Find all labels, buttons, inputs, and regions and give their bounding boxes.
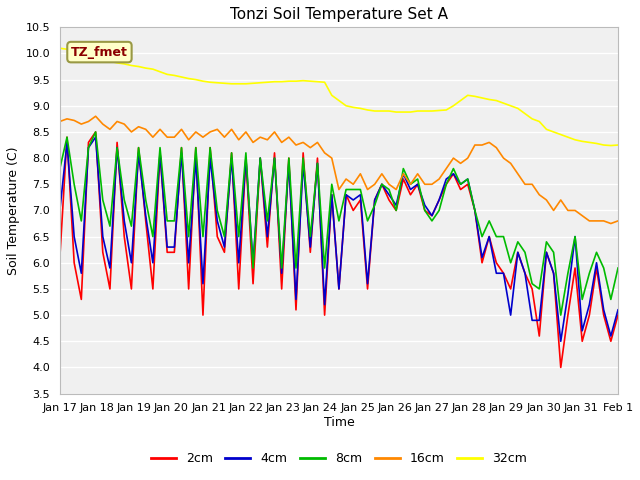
32cm — [278, 79, 285, 84]
16cm — [285, 134, 292, 140]
2cm — [557, 364, 564, 370]
4cm — [614, 307, 622, 313]
4cm — [199, 281, 207, 287]
2cm — [285, 155, 292, 161]
4cm — [385, 192, 393, 198]
16cm — [92, 113, 99, 119]
16cm — [607, 221, 614, 227]
32cm — [378, 108, 386, 114]
4cm — [557, 338, 564, 344]
8cm — [557, 312, 564, 318]
16cm — [213, 126, 221, 132]
2cm — [471, 207, 479, 213]
32cm — [607, 143, 614, 148]
2cm — [199, 312, 207, 318]
8cm — [385, 187, 393, 192]
Line: 32cm: 32cm — [60, 48, 618, 145]
2cm — [292, 307, 300, 313]
16cm — [614, 218, 622, 224]
Legend: 2cm, 4cm, 8cm, 16cm, 32cm: 2cm, 4cm, 8cm, 16cm, 32cm — [146, 447, 532, 470]
32cm — [464, 93, 472, 98]
4cm — [56, 207, 64, 213]
8cm — [614, 265, 622, 271]
8cm — [292, 265, 300, 271]
2cm — [56, 255, 64, 261]
32cm — [56, 45, 64, 51]
Line: 2cm: 2cm — [60, 132, 618, 367]
16cm — [199, 134, 207, 140]
Line: 16cm: 16cm — [60, 116, 618, 224]
8cm — [471, 207, 479, 213]
2cm — [213, 234, 221, 240]
8cm — [56, 166, 64, 171]
16cm — [292, 142, 300, 148]
X-axis label: Time: Time — [324, 416, 355, 429]
4cm — [292, 297, 300, 302]
4cm — [213, 218, 221, 224]
8cm — [285, 155, 292, 161]
2cm — [385, 197, 393, 203]
16cm — [56, 119, 64, 124]
2cm — [92, 129, 99, 135]
8cm — [213, 207, 221, 213]
8cm — [199, 234, 207, 240]
Line: 8cm: 8cm — [60, 132, 618, 315]
4cm — [285, 160, 292, 166]
32cm — [614, 142, 622, 148]
32cm — [206, 79, 214, 85]
4cm — [471, 207, 479, 213]
8cm — [92, 129, 99, 135]
32cm — [285, 78, 292, 84]
Title: Tonzi Soil Temperature Set A: Tonzi Soil Temperature Set A — [230, 7, 448, 22]
2cm — [614, 312, 622, 318]
Y-axis label: Soil Temperature (C): Soil Temperature (C) — [7, 146, 20, 275]
Line: 4cm: 4cm — [60, 137, 618, 341]
32cm — [192, 77, 200, 83]
4cm — [92, 134, 99, 140]
16cm — [385, 181, 393, 187]
16cm — [471, 142, 479, 148]
Text: TZ_fmet: TZ_fmet — [71, 46, 128, 59]
